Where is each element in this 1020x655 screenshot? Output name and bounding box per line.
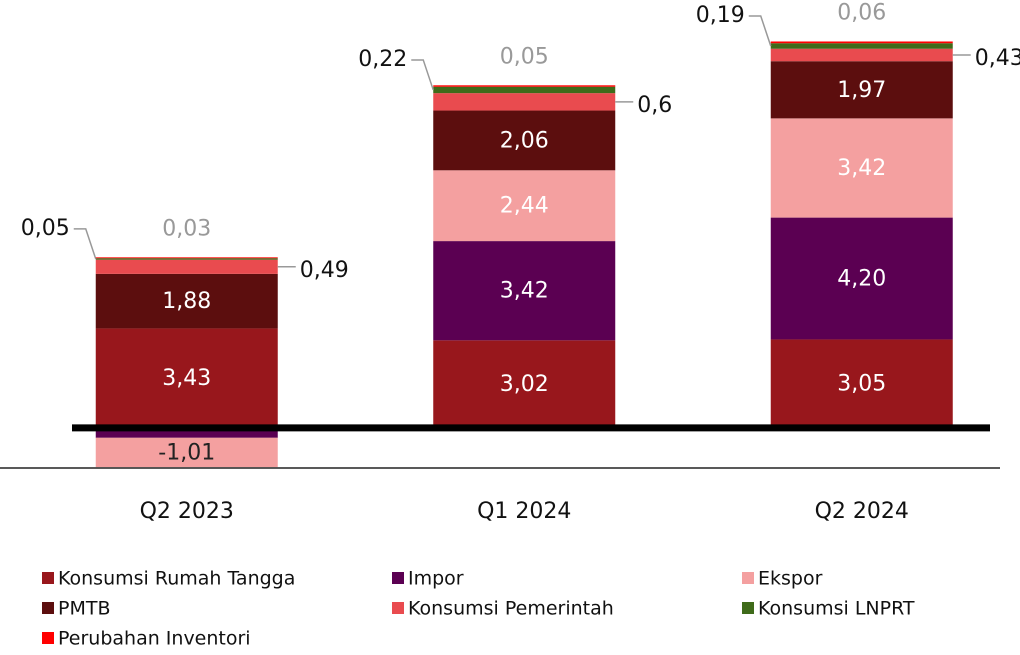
legend-label: Ekspor — [758, 568, 823, 590]
bar-segment — [95, 273, 278, 329]
bar-segment — [770, 118, 953, 218]
x-tick-label: Q2 2023 — [140, 499, 234, 524]
bar-segment — [770, 48, 953, 62]
data-label: 0,6 — [637, 93, 672, 118]
data-label: 0,19 — [696, 3, 745, 28]
legend-swatch — [42, 632, 54, 644]
bar-segment — [770, 61, 953, 119]
legend-swatch — [392, 602, 404, 614]
bar-segment — [770, 339, 953, 428]
data-label: 3,42 — [500, 279, 549, 304]
bar-segment — [95, 328, 278, 428]
bar-segment — [95, 427, 278, 438]
data-label: 1,97 — [837, 78, 886, 103]
data-label: 0,43 — [975, 46, 1020, 71]
bar-segment — [95, 437, 278, 468]
data-label: 2,06 — [500, 128, 549, 153]
bar-segment — [770, 217, 953, 340]
leader-line — [73, 228, 97, 260]
legend-swatch — [392, 572, 404, 584]
bar-segment — [433, 170, 616, 242]
bar-segment — [770, 43, 953, 49]
legend-label: PMTB — [58, 598, 111, 620]
x-tick-label: Q2 2024 — [815, 499, 909, 524]
data-label: 0,03 — [162, 216, 211, 241]
data-label: 0,05 — [500, 44, 549, 69]
bar-segment — [95, 257, 278, 259]
data-label: 2,44 — [500, 194, 549, 219]
legend-swatch — [742, 572, 754, 584]
bar-segment — [433, 110, 616, 171]
data-label: 3,42 — [837, 156, 886, 181]
data-label: 0,05 — [21, 216, 70, 241]
data-label: 3,43 — [162, 366, 211, 391]
bar-segment — [433, 86, 616, 94]
legend-label: Konsumsi LNPRT — [758, 598, 915, 620]
legend-label: Konsumsi Pemerintah — [408, 598, 614, 620]
legend-swatch — [42, 572, 54, 584]
data-label: 0,06 — [837, 0, 886, 25]
bar-segment — [433, 340, 616, 428]
bar-segment — [433, 241, 616, 341]
data-label: -1,01 — [158, 440, 215, 465]
data-label: 0,49 — [300, 258, 349, 283]
legend-swatch — [42, 602, 54, 614]
leader-line — [411, 59, 434, 91]
x-tick-label: Q1 2024 — [477, 499, 571, 524]
bar-segment — [95, 258, 278, 260]
legend-swatch — [742, 602, 754, 614]
data-label: 1,88 — [162, 289, 211, 314]
legend-label: Perubahan Inventori — [58, 628, 251, 650]
data-label: 0,22 — [358, 47, 407, 72]
data-label: 3,05 — [837, 372, 886, 397]
legend-label: Impor — [408, 568, 464, 590]
data-label: 3,02 — [500, 372, 549, 397]
data-label: 4,20 — [837, 267, 886, 292]
bar-segment — [770, 41, 953, 44]
legend-label: Konsumsi Rumah Tangga — [58, 568, 295, 590]
bar-segment — [95, 259, 278, 274]
bar-segment — [433, 85, 616, 87]
bar-segment — [433, 93, 616, 111]
leader-line — [748, 15, 772, 47]
